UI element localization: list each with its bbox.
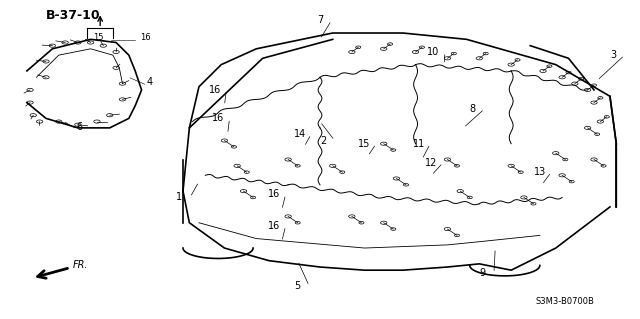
Text: 10: 10 — [428, 47, 440, 57]
Text: 2: 2 — [320, 136, 326, 145]
Text: 15: 15 — [358, 139, 371, 149]
Text: 14: 14 — [294, 129, 306, 139]
Text: 12: 12 — [426, 158, 438, 168]
Text: 1: 1 — [175, 192, 182, 203]
Text: 16: 16 — [268, 221, 280, 231]
Text: 16: 16 — [209, 85, 221, 95]
Text: 16: 16 — [140, 33, 151, 42]
Text: FR.: FR. — [73, 260, 88, 270]
Text: 13: 13 — [534, 167, 546, 177]
Text: 5: 5 — [294, 281, 301, 291]
Text: 16: 16 — [268, 189, 280, 199]
Text: 16: 16 — [212, 113, 224, 123]
Text: 4: 4 — [147, 77, 153, 87]
Text: 7: 7 — [317, 15, 323, 26]
Text: S3M3-B0700B: S3M3-B0700B — [536, 297, 595, 306]
Text: 11: 11 — [413, 139, 425, 149]
Text: 9: 9 — [479, 268, 486, 278]
Text: B-37-10: B-37-10 — [46, 9, 100, 22]
Text: 8: 8 — [470, 104, 476, 114]
Text: 15: 15 — [93, 33, 104, 42]
Text: 3: 3 — [610, 50, 616, 60]
Text: 6: 6 — [77, 122, 83, 132]
